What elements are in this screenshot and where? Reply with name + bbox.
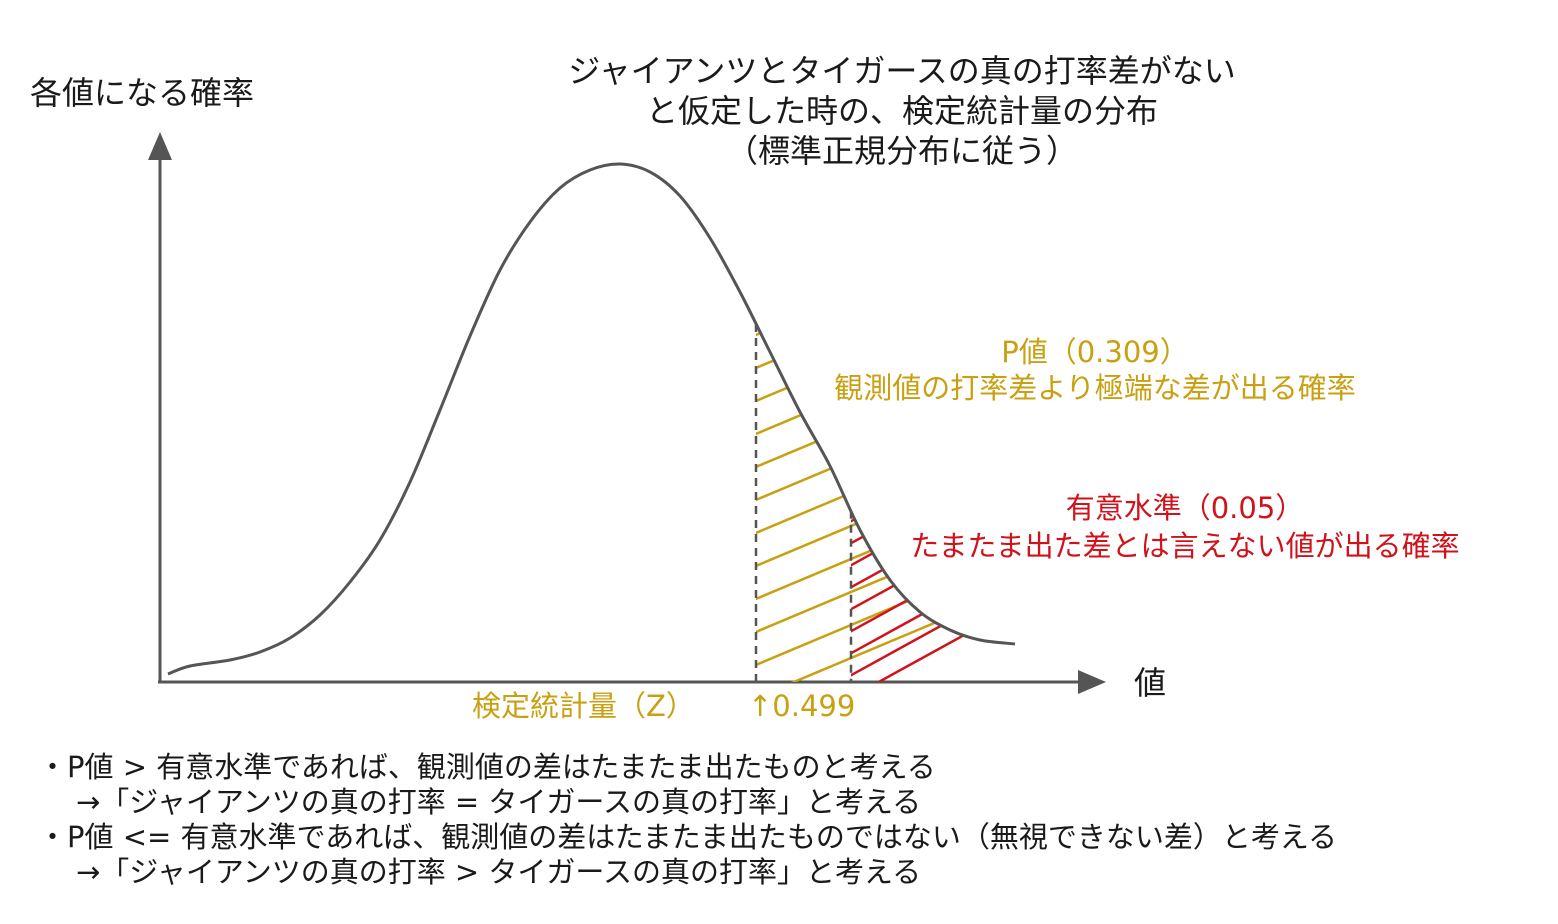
hatch-line xyxy=(751,176,1056,304)
y-axis-arrow-icon xyxy=(148,132,172,160)
title-line-2: と仮定した時の、検定統計量の分布 xyxy=(646,92,1158,130)
hatch-line xyxy=(756,504,1015,636)
distribution-curve xyxy=(167,162,1016,676)
p-value-label: P値（0.309） xyxy=(1001,335,1189,369)
notes: ・P値 > 有意水準であれば、観測値の差はたまたま出たものと考える →「ジャイア… xyxy=(38,750,1337,890)
test-statistic-label: 検定統計量（Z） xyxy=(472,689,695,723)
p-value-description: 観測値の打率差より極端な差が出る確率 xyxy=(834,371,1355,405)
y-axis-label: 各値になる確率 xyxy=(30,74,254,112)
x-axis-label: 値 xyxy=(1134,664,1166,702)
hatch-line xyxy=(846,180,1151,348)
significance-area xyxy=(846,158,1151,682)
hatch-line xyxy=(756,324,1015,339)
note-line-3: ・P値 <= 有意水準であれば、観測値の差はたまたま出たものではない（無視できな… xyxy=(38,820,1338,854)
note-line-4: →「ジャイアンツの真の打率 > タイガースの真の打率」と考える xyxy=(76,855,922,889)
significance-description: たまたま出た差とは言えない値が出る確率 xyxy=(910,529,1459,563)
p-value-area xyxy=(751,176,1056,682)
hatch-line xyxy=(756,405,1015,537)
note-line-1: ・P値 > 有意水準であれば、観測値の差はたまたま出たものと考える xyxy=(38,750,936,784)
title-line-1: ジャイアンツとタイガースの真の打率差がない xyxy=(568,52,1236,90)
hatch-line xyxy=(846,158,1151,326)
significance-label: 有意水準（0.05） xyxy=(1066,491,1305,525)
test-statistic-value: ↑0.499 xyxy=(748,689,855,723)
x-axis-arrow-icon xyxy=(1078,670,1106,694)
title-line-3: （標準正規分布に従う） xyxy=(726,132,1078,170)
note-line-2: →「ジャイアンツの真の打率 = タイガースの真の打率」と考える xyxy=(76,785,922,819)
